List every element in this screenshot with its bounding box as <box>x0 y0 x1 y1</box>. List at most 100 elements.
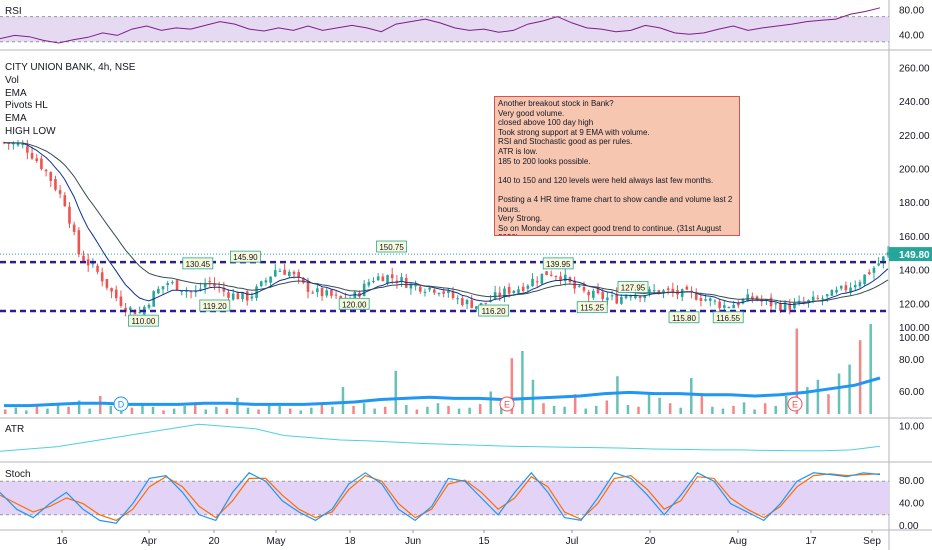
candle-body <box>849 287 852 293</box>
candle-body <box>222 287 226 292</box>
candle-body <box>175 280 179 291</box>
time-tick-label: Jul <box>566 536 579 547</box>
candle-body <box>521 286 525 292</box>
volume-bar <box>352 405 355 414</box>
volume-bar <box>658 397 661 414</box>
candle-body <box>353 292 357 301</box>
candle-body <box>203 283 207 288</box>
candle-body <box>475 306 478 310</box>
volume-bar <box>341 387 345 414</box>
candle-body <box>138 312 141 314</box>
candle-body <box>830 290 834 296</box>
legend-item-pivots[interactable]: Pivots HL <box>5 100 48 112</box>
candle-body <box>194 291 198 293</box>
rsi-tick-label: 80.00 <box>899 5 924 16</box>
candle-body <box>283 269 286 275</box>
candle-body <box>507 286 511 294</box>
volume-bar <box>320 405 324 414</box>
time-tick-label: 20 <box>208 536 220 547</box>
candle-body <box>825 294 829 297</box>
volume-bar <box>500 405 503 414</box>
volume-bar <box>711 406 714 414</box>
candle-body <box>727 307 731 309</box>
legend-item-vol[interactable]: Vol <box>5 74 19 86</box>
candle-body <box>872 267 876 273</box>
candle-body <box>376 276 380 281</box>
event-marker-label: E <box>504 400 510 410</box>
candle-body <box>629 296 633 298</box>
annotation-note[interactable]: Another breakout stock in Bank? Very goo… <box>494 96 740 236</box>
ema-fast-line <box>3 142 889 306</box>
candle-body <box>737 302 740 306</box>
volume-bar <box>563 406 566 414</box>
volume-bar <box>700 396 704 414</box>
volume-bar <box>67 406 70 414</box>
volume-bar <box>331 406 334 414</box>
candle-body <box>288 271 291 276</box>
candle-body <box>657 290 661 294</box>
candle-body <box>596 288 600 294</box>
indicator-legend: CITY UNION BANK, 4h, NSE Vol EMA Pivots … <box>5 62 135 139</box>
candle-body <box>867 272 871 274</box>
candle-body <box>793 302 796 309</box>
candle-body <box>634 294 637 299</box>
note-line: 185 to 200 looks possible. <box>498 156 591 166</box>
candle-body <box>512 290 516 294</box>
rsi-line <box>0 7 881 44</box>
candle-body <box>601 292 604 300</box>
time-tick-label: Jun <box>405 536 421 547</box>
candle-body <box>119 296 123 307</box>
candle-body <box>208 281 212 283</box>
pivot-label-box <box>668 311 700 324</box>
volume-tick-label: 60.00 <box>899 387 924 398</box>
candle-body <box>615 293 619 304</box>
candle-body <box>250 296 254 299</box>
candle-body <box>72 224 76 232</box>
candle-body <box>395 280 399 283</box>
pivot-label-box <box>617 281 649 293</box>
legend-item-high-low[interactable]: HIGH LOW <box>5 125 56 137</box>
note-line: RSI and Stochastic good as per rules. <box>498 137 633 147</box>
volume-bar <box>225 408 229 414</box>
pivot-label: 115.80 <box>672 314 696 323</box>
legend-item-ema[interactable]: EMA <box>5 87 27 99</box>
candle-body <box>807 300 810 303</box>
candle-body <box>606 297 609 301</box>
price-tick-label: 180.00 <box>899 198 930 209</box>
volume-bar <box>151 406 155 414</box>
atr-label: ATR <box>5 424 25 435</box>
price-tick-label: 140.00 <box>899 266 930 277</box>
volume-bar <box>46 408 49 414</box>
volume-bar <box>183 405 186 414</box>
candle-body <box>708 298 712 301</box>
volume-bar <box>299 410 303 414</box>
candle-body <box>704 299 707 301</box>
pivot-label: 139.95 <box>546 260 571 269</box>
candle-body <box>718 301 721 308</box>
candle-body <box>26 146 29 153</box>
volume-bar <box>310 407 313 414</box>
candle-body <box>236 293 240 300</box>
candle-body <box>835 289 838 293</box>
price-tick-label: 160.00 <box>899 232 930 243</box>
candle-body <box>390 274 394 279</box>
pivot-label: 130.45 <box>186 260 211 269</box>
pivot-label: 119.20 <box>203 302 227 311</box>
candle-body <box>16 143 20 146</box>
stoch-tick-label: 80.00 <box>899 476 924 487</box>
volume-bar <box>130 407 134 414</box>
stoch-k-line <box>0 471 881 524</box>
volume-bar <box>869 324 872 414</box>
candle-body <box>666 288 670 291</box>
candle-body <box>779 304 782 311</box>
candle-body <box>882 256 885 263</box>
volume-bar <box>552 405 556 414</box>
candle-body <box>447 290 450 293</box>
chart-title[interactable]: CITY UNION BANK, 4h, NSE <box>5 62 136 73</box>
candle-body <box>311 292 314 294</box>
volume-bar <box>616 376 619 414</box>
legend-item-ema-2[interactable]: EMA <box>5 113 27 125</box>
candle-body <box>563 274 567 282</box>
candle-body <box>592 290 595 298</box>
